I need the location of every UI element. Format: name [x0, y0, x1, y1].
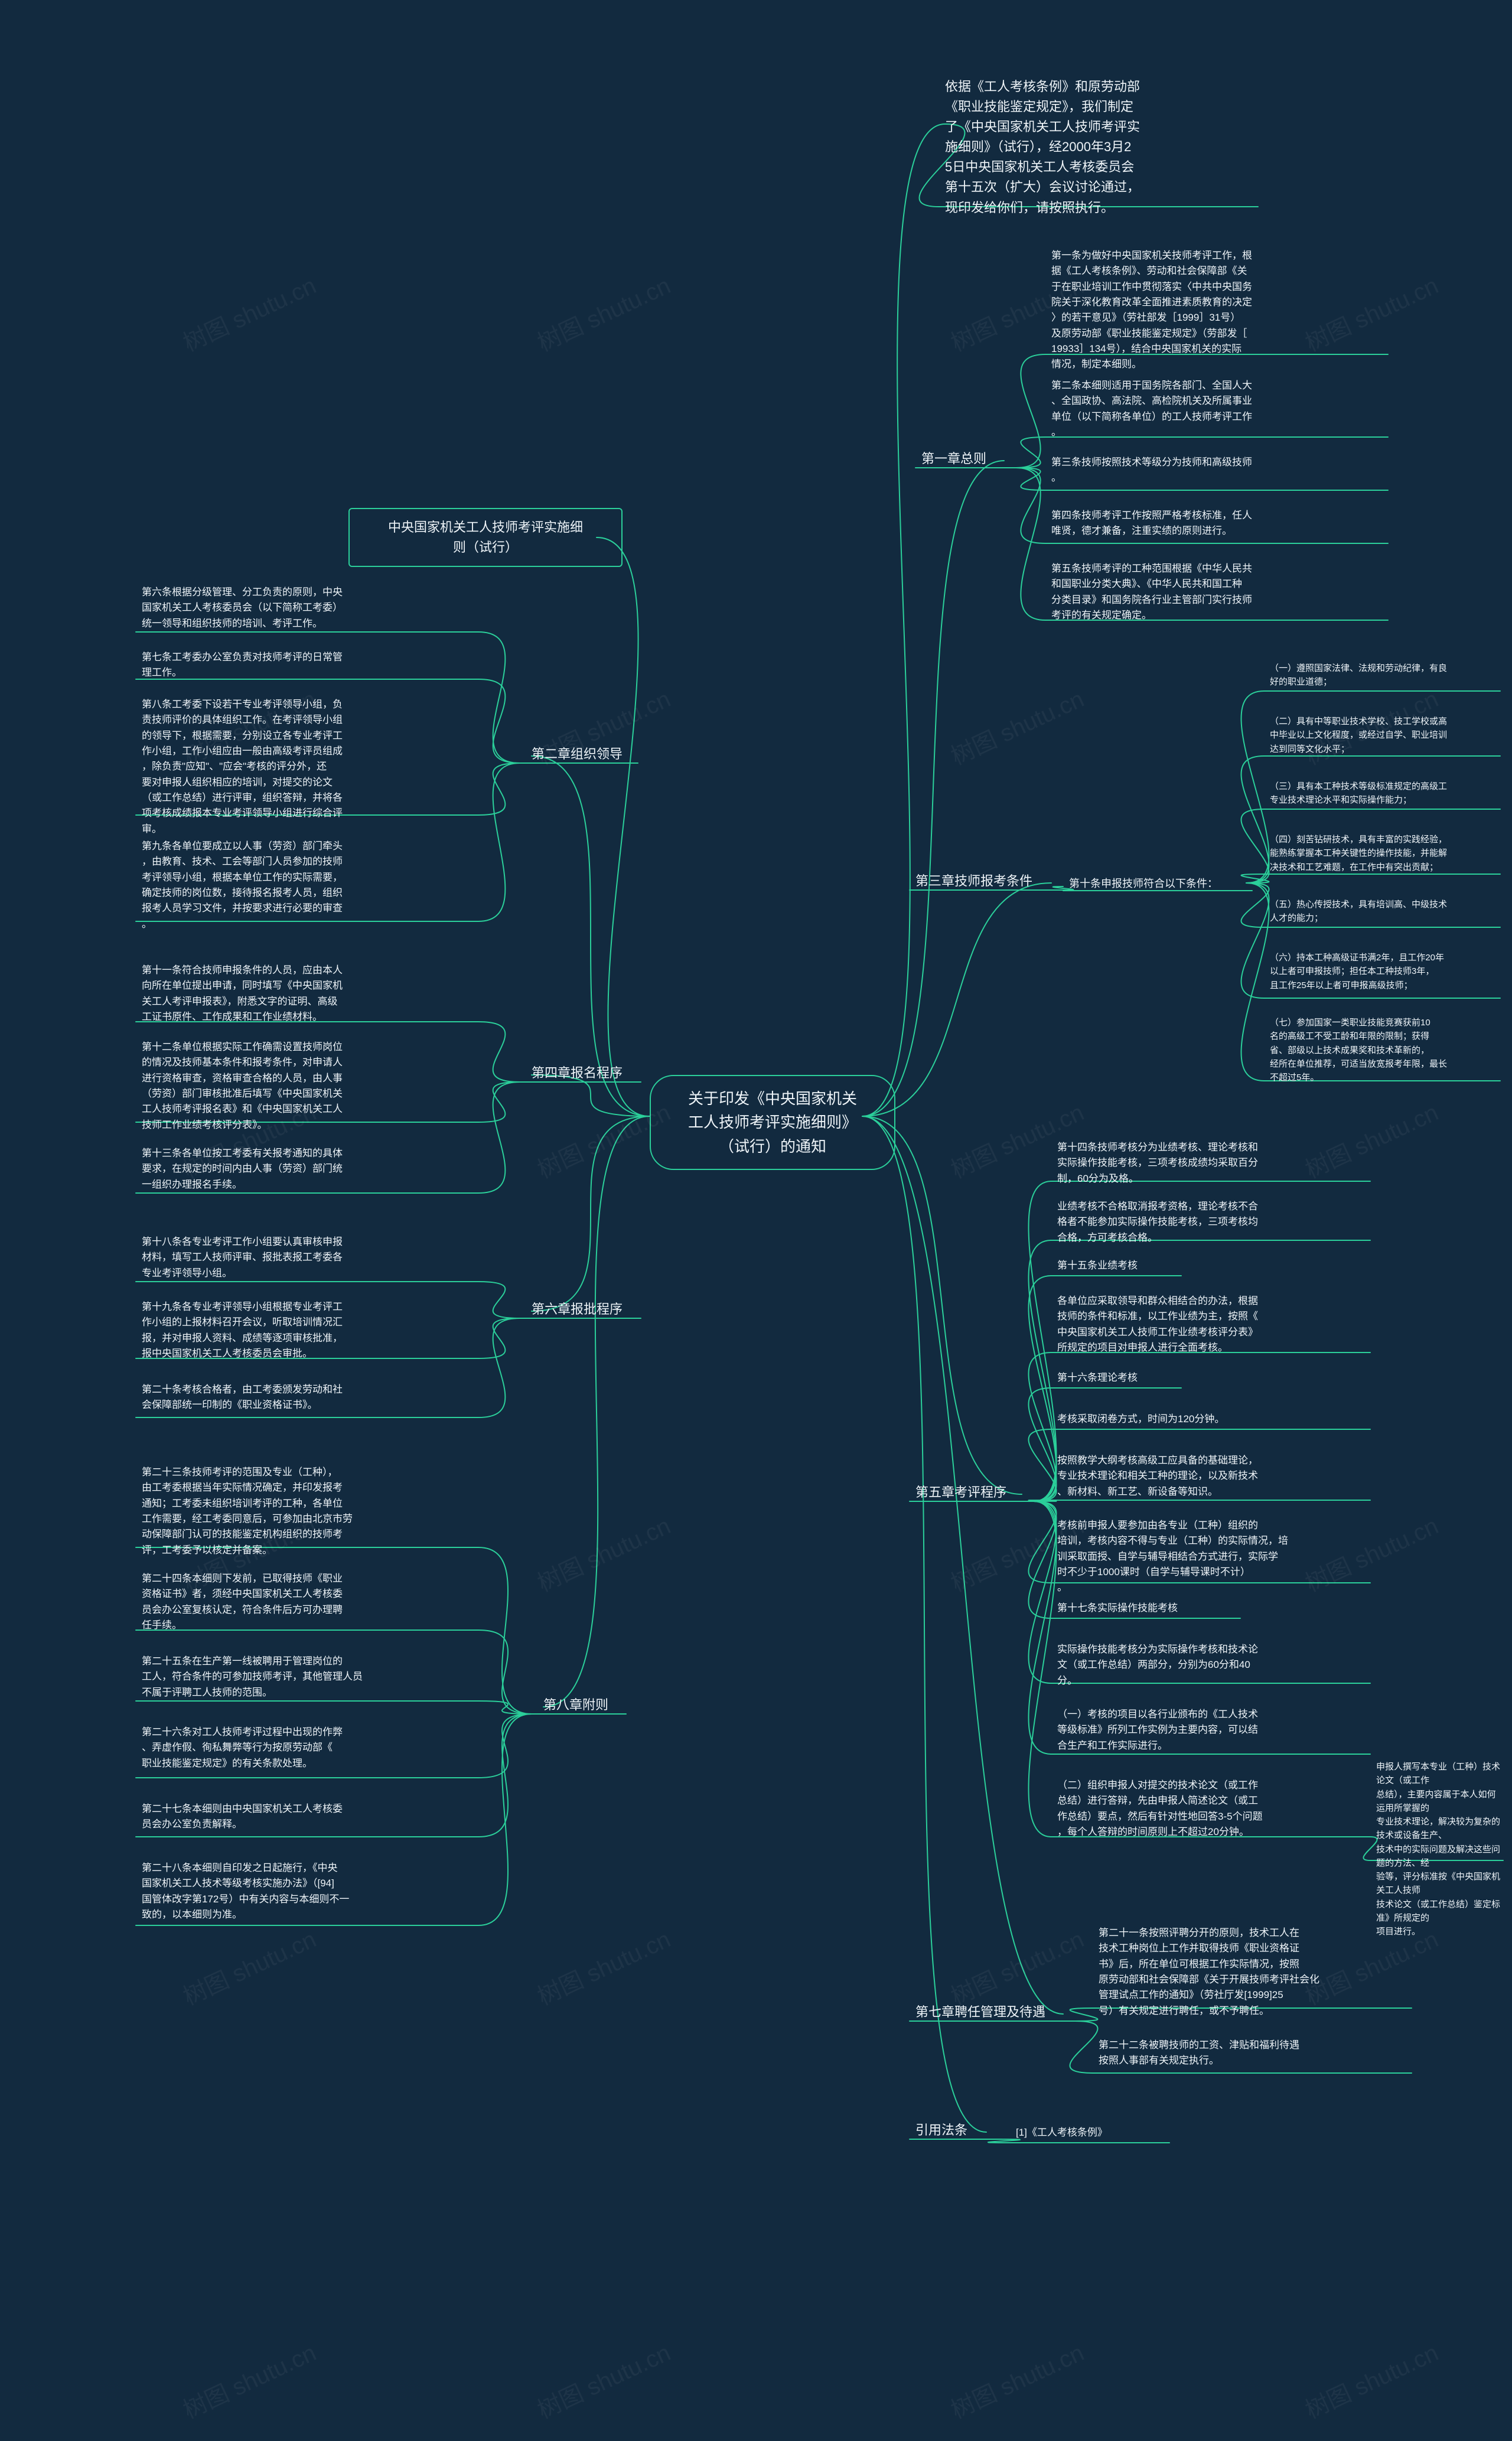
- node-c3b: （二）具有中等职业技术学校、技工学校或高 中毕业以上文化程度，或经过自学、职业培…: [1270, 715, 1494, 756]
- node-c5l: （二）组织申报人对提交的技术论文（或工作 总结）进行答辩，先由申报人简述论文（或…: [1057, 1778, 1364, 1840]
- node-c1e: 第五条技师考评的工种范围根据《中华人民共 和国职业分类大典》、《中华人民共和国工…: [1051, 561, 1382, 623]
- node-c5h: 考核前申报人要参加由各专业（工种）组织的 培训，考核内容不得与专业（工种）的实际…: [1057, 1518, 1364, 1596]
- node-ch7: 第七章聘任管理及待遇: [915, 2002, 1063, 2022]
- node-c5e: 第十六条理论考核: [1057, 1370, 1175, 1386]
- node-intro_txt: 依据《工人考核条例》和原劳动部 《职业技能鉴定规定》，我们制定 了《中央国家机关…: [945, 77, 1252, 218]
- node-c6a: 第十八条各专业考评工作小组要认真审核申报 材料，填写工人技师评审、报批表报工考委…: [142, 1234, 472, 1281]
- node-c3a: （一）遵照国家法律、法规和劳动纪律，有良 好的职业道德；: [1270, 661, 1494, 689]
- node-c4a: 第十一条符合技师申报条件的人员，应由本人 向所在单位提出申请，同时填写《中央国家…: [142, 963, 472, 1025]
- node-c2d: 第九条各单位要成立以人事（劳资）部门牵头 ，由教育、技术、工会等部门人员参加的技…: [142, 839, 472, 932]
- node-c8a: 第二十三条技师考评的范围及专业（工种）， 由工考委根据当年实际情况确定，并印发报…: [142, 1465, 472, 1558]
- node-c7b: 第二十二条被聘技师的工资、津贴和福利待遇 按照人事部有关规定执行。: [1099, 2038, 1406, 2069]
- node-c5g: 按照教学大纲考核高级工应具备的基础理论， 专业技术理论和相关工种的理论，以及新技…: [1057, 1453, 1364, 1500]
- node-c8e: 第二十七条本细则由中央国家机关工人考核委 员会办公室负责解释。: [142, 1801, 472, 1833]
- node-c5j: 实际操作技能考核分为实际操作考核和技术论 文（或工作总结）两部分，分别为60分和…: [1057, 1642, 1364, 1689]
- node-c6b: 第十九条各专业考评领导小组根据专业考评工 作小组的上报材料召开会议，听取培训情况…: [142, 1299, 472, 1361]
- node-ch6: 第六章报批程序: [532, 1299, 635, 1319]
- node-c4b: 第十二条单位根据实际工作确需设置技师岗位 的情况及技师基本条件和报考条件，对申请…: [142, 1039, 472, 1133]
- node-c3g: （七）参加国家一类职业技能竞赛获前10 名的高级工不受工龄和年限的限制；获得 省…: [1270, 1016, 1494, 1084]
- node-c3c: （三）具有本工种技术等级标准规定的高级工 专业技术理论水平和实际操作能力；: [1270, 780, 1494, 807]
- node-root: 关于印发《中央国家机关 工人技师考评实施细则》 （试行）的通知: [650, 1075, 895, 1170]
- node-yy1: [1]《工人考核条例》: [1016, 2125, 1164, 2140]
- node-c5d: 各单位应采取领导和群众相结合的办法，根据 技师的条件和标准，以工作业绩为主，按照…: [1057, 1293, 1364, 1355]
- node-c1d: 第四条技师考评工作按照严格考核标准，任人 唯贤，德才兼备，注重实绩的原则进行。: [1051, 508, 1382, 539]
- node-c5l-sub: 申报人撰写本专业（工种）技术论文（或工作 总结），主要内容属于本人如何运用所掌握…: [1376, 1760, 1500, 1938]
- node-c5c: 第十五条业绩考核: [1057, 1258, 1175, 1273]
- node-c3f: （六）持本工种高级证书满2年，且工作20年 以上者可申报技师；担任本工种技师3年…: [1270, 951, 1494, 992]
- node-c3e: （五）热心传授技术，具有培训高、中级技术 人才的能力；: [1270, 898, 1494, 925]
- node-c2a: 第六条根据分级管理、分工负责的原则，中央 国家机关工人考核委员会（以下简称工考委…: [142, 585, 472, 631]
- node-c6c: 第二十条考核合格者，由工考委颁发劳动和社 会保障部统一印制的《职业资格证书》。: [142, 1382, 472, 1413]
- node-c8d: 第二十六条对工人技师考评过程中出现的作弊 、弄虚作假、徇私舞弊等行为按原劳动部《…: [142, 1725, 472, 1771]
- node-title_box: 中央国家机关工人技师考评实施细 则（试行）: [348, 508, 623, 567]
- node-ch4: 第四章报名程序: [532, 1063, 635, 1083]
- node-c1c: 第三条技师按照技术等级分为技师和高级技师 。: [1051, 455, 1382, 486]
- node-c5i: 第十七条实际操作技能考核: [1057, 1601, 1234, 1616]
- node-c2c: 第八条工考委下设若干专业考评领导小组，负 责技师评价的具体组织工作。在考评领导小…: [142, 697, 472, 837]
- node-c4c: 第十三条各单位按工考委有关报考通知的具体 要求，在规定的时间内由人事（劳资）部门…: [142, 1146, 472, 1192]
- node-ch8: 第八章附则: [543, 1695, 620, 1715]
- node-c8f: 第二十八条本细则自印发之日起施行，《中央 国家机关工人技术等级考核实施办法》（[…: [142, 1860, 472, 1922]
- node-c7a: 第二十一条按照评聘分开的原则，技术工人在 技术工种岗位上工作并取得技师《职业资格…: [1099, 1925, 1406, 2019]
- node-c8b: 第二十四条本细则下发前，已取得技师《职业 资格证书》者，须经中央国家机关工人考核…: [142, 1571, 472, 1633]
- node-c1b: 第二条本细则适用于国务院各部门、全国人大 、全国政协、高法院、高检院机关及所属事…: [1051, 378, 1382, 440]
- node-yinyong: 引用法条: [915, 2120, 986, 2140]
- node-ch1: 第一章总则: [921, 449, 1004, 469]
- node-c5f: 考核采取闭卷方式，时间为120分钟。: [1057, 1412, 1364, 1427]
- node-c5a: 第十四条技师考核分为业绩考核、理论考核和 实际操作技能考核，三项考核成绩均采取百…: [1057, 1140, 1364, 1187]
- node-c2b: 第七条工考委办公室负责对技师考评的日常管 理工作。: [142, 650, 472, 681]
- node-c1a: 第一条为做好中央国家机关技师考评工作，根 据《工人考核条例》、劳动和社会保障部《…: [1051, 248, 1382, 373]
- node-ch2: 第二章组织领导: [532, 744, 632, 764]
- node-ch3: 第三章技师报考条件: [915, 871, 1051, 891]
- node-c8c: 第二十五条在生产第一线被聘用于管理岗位的 工人，符合条件的可参加技师考评，其他管…: [142, 1654, 472, 1700]
- node-c5b: 业绩考核不合格取消报考资格，理论考核不合 格者不能参加实际操作技能考核，三项考核…: [1057, 1199, 1364, 1246]
- node-ch5: 第五章考评程序: [915, 1482, 1022, 1503]
- node-ch3-mid: 第十条申报技师符合以下条件：: [1069, 876, 1246, 892]
- node-c5k: （一）考核的项目以各行业颁布的《工人技术 等级标准》所列工作实例为主要内容，可以…: [1057, 1707, 1364, 1754]
- node-c3d: （四）刻苦钻研技术，具有丰富的实践经验， 能熟练掌握本工种关键性的操作技能，并能…: [1270, 833, 1494, 874]
